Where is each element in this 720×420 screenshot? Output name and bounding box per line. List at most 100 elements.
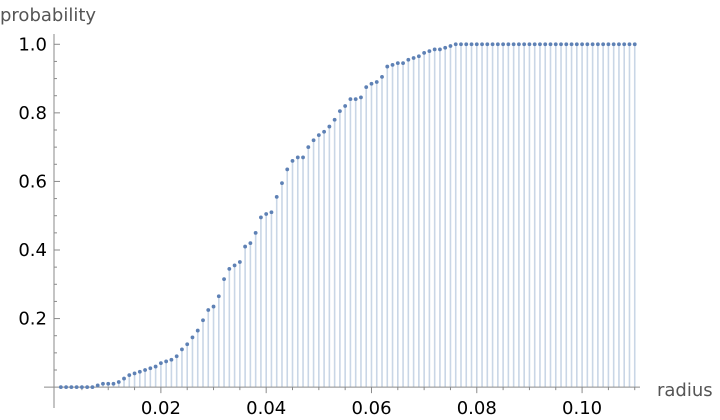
data-point xyxy=(506,42,511,47)
data-point xyxy=(527,42,532,47)
y-tick-label: 0.4 xyxy=(18,240,47,261)
x-tick-label: 0.10 xyxy=(562,398,602,419)
data-point xyxy=(353,97,358,102)
data-point xyxy=(595,42,600,47)
data-point xyxy=(148,366,153,371)
data-point xyxy=(306,145,311,150)
data-point xyxy=(517,42,521,47)
data-point xyxy=(564,42,569,47)
data-point xyxy=(332,117,337,122)
data-point xyxy=(58,385,63,390)
data-point xyxy=(285,167,290,172)
data-point xyxy=(227,266,232,271)
data-point xyxy=(274,194,279,199)
data-point xyxy=(132,371,137,376)
y-tick-label: 0.6 xyxy=(18,171,47,192)
data-point xyxy=(185,342,190,347)
data-point xyxy=(617,42,621,47)
data-point xyxy=(111,381,116,386)
data-point xyxy=(369,81,374,86)
data-point xyxy=(169,357,174,362)
x-tick-label: 0.04 xyxy=(246,398,286,419)
data-point xyxy=(548,42,553,47)
data-point xyxy=(453,42,458,47)
data-point xyxy=(295,155,300,160)
data-point xyxy=(632,42,637,47)
data-point xyxy=(211,304,216,309)
data-point xyxy=(374,80,379,84)
data-point xyxy=(432,47,437,52)
data-point xyxy=(538,42,542,47)
data-point xyxy=(501,42,506,47)
data-point xyxy=(90,385,95,390)
data-point xyxy=(401,61,405,66)
data-point xyxy=(438,47,442,52)
data-point xyxy=(469,42,474,47)
data-point xyxy=(422,50,427,55)
data-point xyxy=(206,308,211,312)
data-point xyxy=(543,42,548,47)
data-point xyxy=(127,373,132,378)
data-point xyxy=(69,385,74,390)
data-point xyxy=(348,97,353,102)
data-point xyxy=(301,155,305,160)
data-point xyxy=(416,54,421,59)
data-point xyxy=(316,133,321,138)
data-point xyxy=(190,335,195,340)
data-point xyxy=(85,385,90,390)
x-tick-label: 0.08 xyxy=(457,398,497,419)
data-point xyxy=(559,42,563,47)
points-layer xyxy=(58,42,637,390)
data-point xyxy=(216,294,221,299)
data-point xyxy=(380,74,384,79)
data-point xyxy=(106,381,111,386)
data-point xyxy=(532,42,537,47)
data-point xyxy=(322,129,326,134)
data-point xyxy=(269,210,274,215)
data-point xyxy=(253,230,258,235)
data-point xyxy=(364,85,369,90)
data-point xyxy=(585,42,590,47)
data-point xyxy=(480,42,484,47)
data-point xyxy=(174,354,179,359)
data-point xyxy=(311,138,316,143)
data-point xyxy=(406,57,411,62)
data-point xyxy=(80,385,84,390)
data-point xyxy=(201,318,205,323)
data-point xyxy=(195,328,200,333)
data-point xyxy=(137,369,142,374)
data-point xyxy=(385,64,390,69)
data-point xyxy=(232,263,237,268)
data-point xyxy=(153,364,158,369)
y-tick-label: 0.2 xyxy=(18,309,47,330)
data-point xyxy=(395,61,400,66)
data-point xyxy=(464,42,469,47)
data-point xyxy=(459,42,463,47)
data-point xyxy=(574,42,579,47)
data-point xyxy=(95,383,100,388)
data-point xyxy=(343,104,348,108)
data-point xyxy=(248,241,253,246)
data-point xyxy=(327,124,332,129)
data-point xyxy=(290,158,295,163)
stems-layer xyxy=(96,44,636,388)
x-tick-label: 0.02 xyxy=(141,398,181,419)
data-point xyxy=(337,109,342,114)
data-point xyxy=(116,380,121,384)
data-point xyxy=(64,385,69,390)
data-point xyxy=(259,215,263,220)
data-point xyxy=(122,376,126,381)
data-point xyxy=(448,44,453,48)
axes-layer xyxy=(44,34,640,408)
data-point xyxy=(522,42,527,47)
y-axis-title: probability xyxy=(0,5,96,26)
data-point xyxy=(590,42,595,47)
data-point xyxy=(427,49,432,54)
data-point xyxy=(359,95,363,100)
data-point xyxy=(164,359,169,364)
data-point xyxy=(611,42,616,47)
y-tick-label: 1.0 xyxy=(18,34,47,55)
data-point xyxy=(74,385,79,390)
data-point xyxy=(627,42,632,47)
